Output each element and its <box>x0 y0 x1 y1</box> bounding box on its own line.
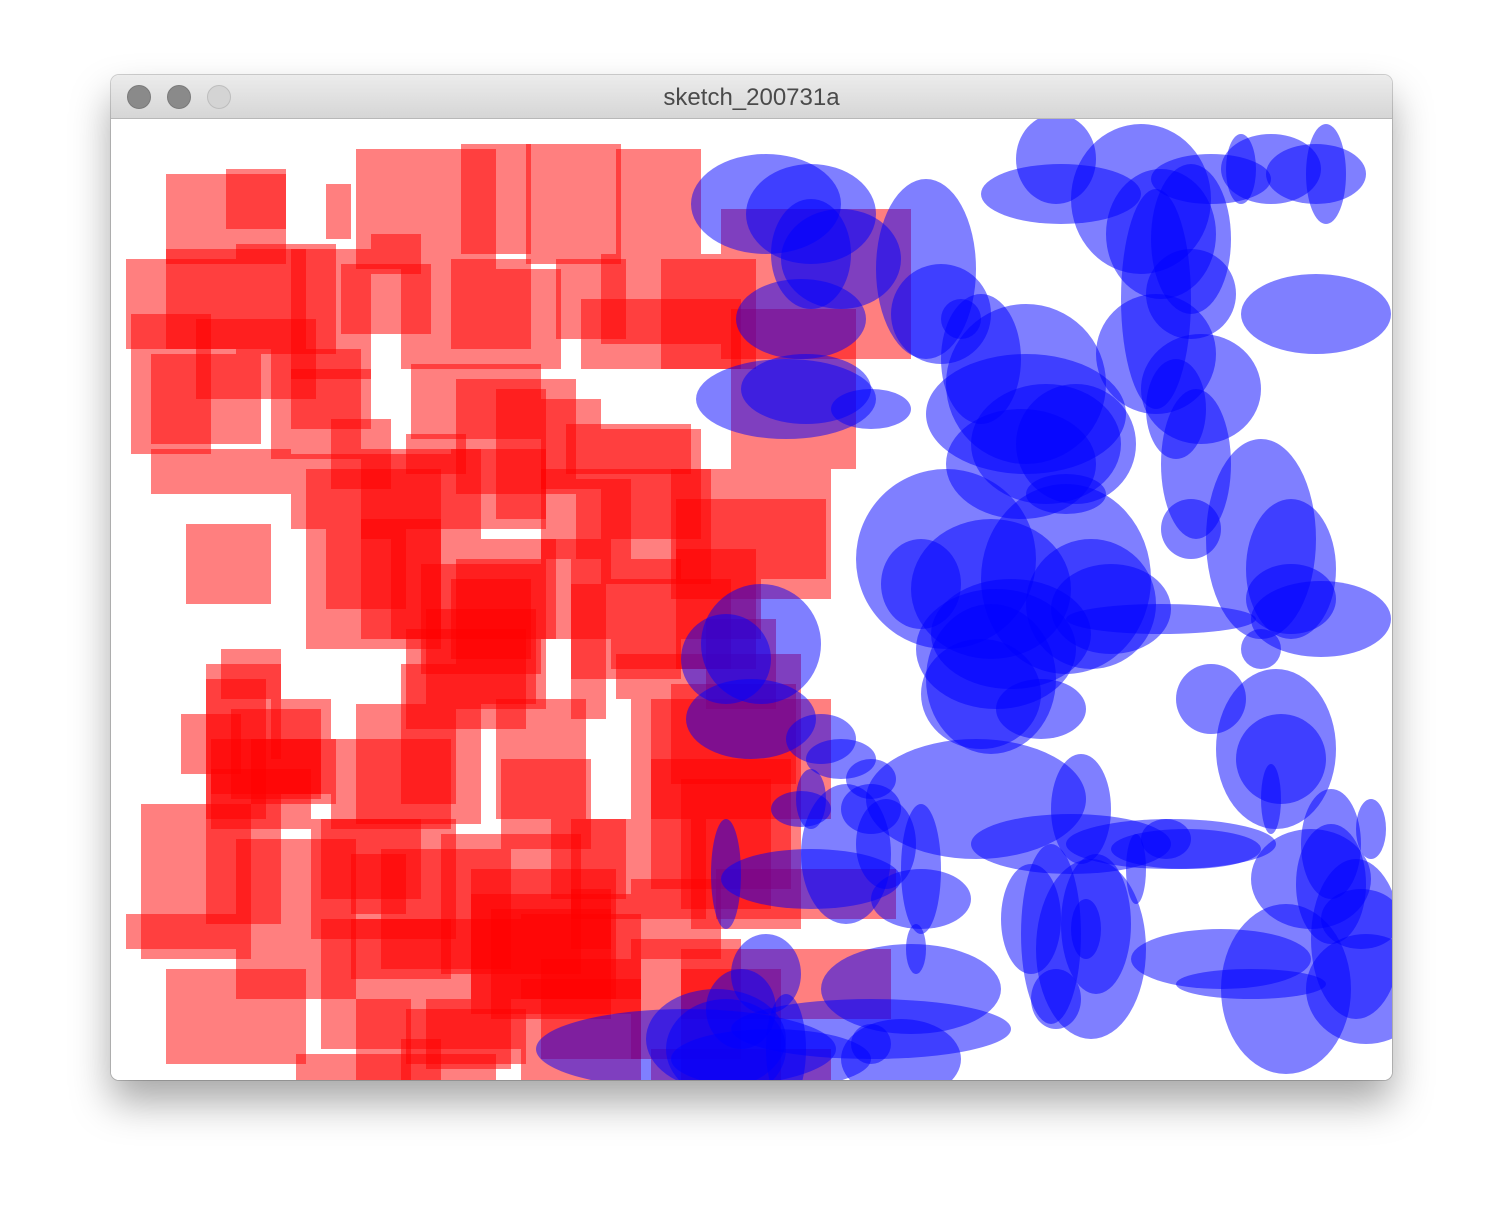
red-rectangle <box>226 169 286 229</box>
blue-ellipse <box>796 769 826 829</box>
red-rectangle <box>581 299 741 369</box>
blue-ellipse <box>1161 499 1221 559</box>
red-rectangle <box>166 969 306 1064</box>
red-rectangle <box>296 1054 496 1080</box>
blue-ellipse <box>766 994 806 1080</box>
blue-ellipse <box>686 679 816 759</box>
red-rectangle <box>571 584 606 719</box>
sketch-drawing <box>126 119 1392 1080</box>
red-rectangle <box>401 1039 441 1080</box>
blue-ellipse <box>1066 604 1256 634</box>
blue-ellipses-layer <box>536 119 1392 1080</box>
blue-ellipse <box>736 279 866 359</box>
red-rectangle <box>186 524 271 604</box>
blue-ellipse <box>1251 581 1391 657</box>
minimize-button[interactable] <box>167 85 191 109</box>
red-rectangle <box>331 739 451 829</box>
blue-ellipse <box>1296 824 1366 944</box>
red-rectangle <box>351 919 451 979</box>
red-rectangle <box>326 184 351 239</box>
blue-ellipse <box>1356 799 1386 859</box>
blue-ellipse <box>1241 629 1281 669</box>
blue-ellipse <box>841 1019 961 1080</box>
red-rectangle <box>271 699 331 759</box>
red-rectangle <box>461 144 531 254</box>
red-rectangle <box>451 259 531 349</box>
blue-ellipse <box>841 784 901 834</box>
blue-ellipse <box>536 1009 836 1080</box>
zoom-button[interactable] <box>207 85 231 109</box>
blue-ellipse <box>831 389 911 429</box>
red-rectangle <box>281 759 331 794</box>
red-rectangle <box>526 144 621 264</box>
title-bar[interactable]: sketch_200731a <box>111 75 1392 119</box>
red-rectangle <box>371 234 421 274</box>
red-rectangle <box>151 449 291 494</box>
blue-ellipse <box>1236 714 1326 804</box>
blue-ellipse <box>871 869 971 929</box>
window-title: sketch_200731a <box>663 84 840 111</box>
blue-ellipse <box>1176 969 1326 999</box>
red-rectangle <box>571 889 611 949</box>
red-rectangle <box>126 914 236 949</box>
blue-ellipse <box>1306 124 1346 224</box>
blue-ellipse <box>711 819 741 929</box>
blue-ellipse <box>821 944 1001 1034</box>
sketch-canvas[interactable] <box>111 119 1392 1080</box>
red-rectangle <box>501 759 591 849</box>
blue-ellipse <box>996 679 1086 739</box>
red-rectangle <box>616 149 701 254</box>
blue-ellipse <box>1061 854 1131 994</box>
blue-ellipse <box>1241 274 1391 354</box>
red-rectangle <box>181 714 241 774</box>
blue-ellipse <box>1001 864 1061 974</box>
sketch-window: sketch_200731a <box>111 75 1392 1080</box>
close-button[interactable] <box>127 85 151 109</box>
blue-ellipse <box>731 934 801 1014</box>
blue-ellipse <box>721 849 901 909</box>
red-rectangle <box>451 449 546 529</box>
